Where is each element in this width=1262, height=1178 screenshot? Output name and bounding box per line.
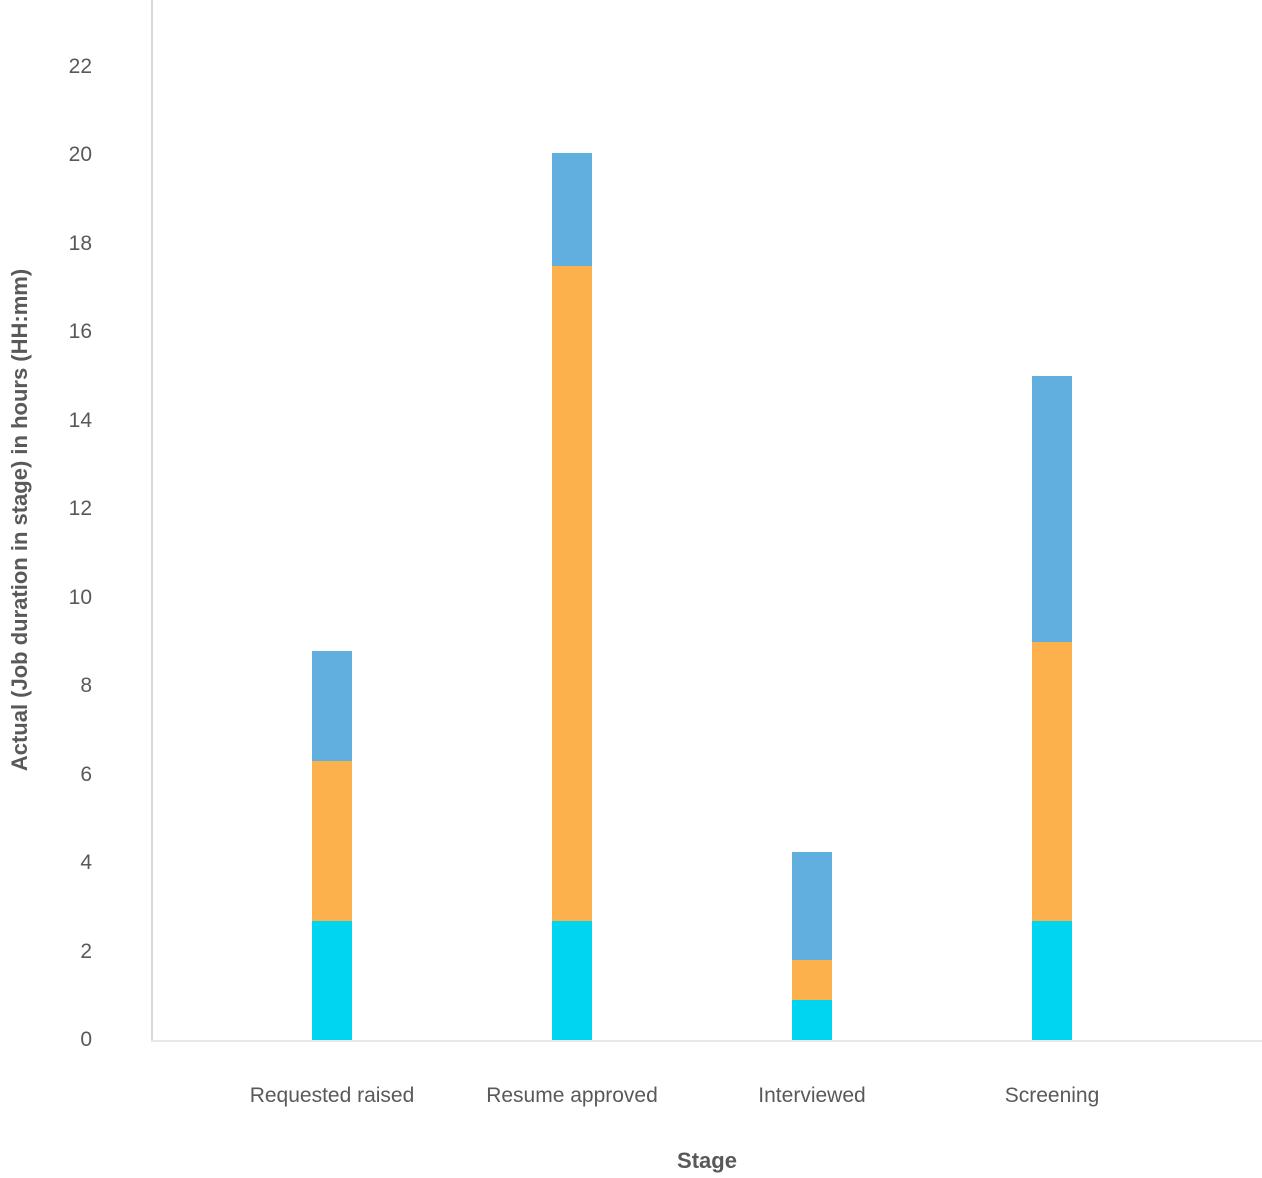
y-axis-line — [151, 0, 153, 1042]
bar-segment-orange-middle-segment — [312, 761, 352, 921]
y-tick-label: 0 — [80, 1028, 92, 1051]
y-tick-label: 12 — [68, 497, 92, 520]
y-tick-label: 22 — [68, 54, 92, 78]
bar-segment-blue-top-segment — [552, 152, 592, 266]
bar-segment-cyan-bottom-segment — [552, 920, 592, 1040]
bar-segment-cyan-bottom-segment — [1032, 920, 1072, 1040]
x-category-label: Requested raised — [249, 1084, 415, 1107]
y-tick-label: 2 — [80, 939, 92, 963]
y-tick-label: 18 — [68, 231, 92, 255]
y-tick-label: 10 — [68, 585, 92, 609]
x-category-label: Interviewed — [758, 1084, 866, 1107]
bar-segment-orange-middle-segment — [1032, 641, 1072, 921]
bar-segment-orange-middle-segment — [792, 960, 832, 1001]
bar-segment-cyan-bottom-segment — [792, 1000, 832, 1040]
y-tick-label: 8 — [80, 674, 92, 697]
y-tick-label: 14 — [68, 408, 92, 432]
bar-segment-blue-top-segment — [792, 851, 832, 961]
bar-segment-blue-top-segment — [312, 650, 352, 762]
y-tick-label: 4 — [80, 851, 92, 874]
y-tick-label: 6 — [80, 762, 92, 786]
bar-segment-blue-top-segment — [1032, 376, 1072, 642]
x-axis-line — [151, 1040, 1262, 1042]
plot-area — [152, 0, 1262, 1040]
bar-segment-orange-middle-segment — [552, 265, 592, 921]
x-category-label: Resume approved — [486, 1084, 658, 1107]
x-axis-title: Stage — [677, 1148, 737, 1173]
bar-segment-cyan-bottom-segment — [312, 920, 352, 1040]
y-tick-label: 16 — [68, 320, 92, 343]
x-category-label: Screening — [1004, 1084, 1100, 1107]
y-tick-label: 20 — [68, 143, 92, 166]
